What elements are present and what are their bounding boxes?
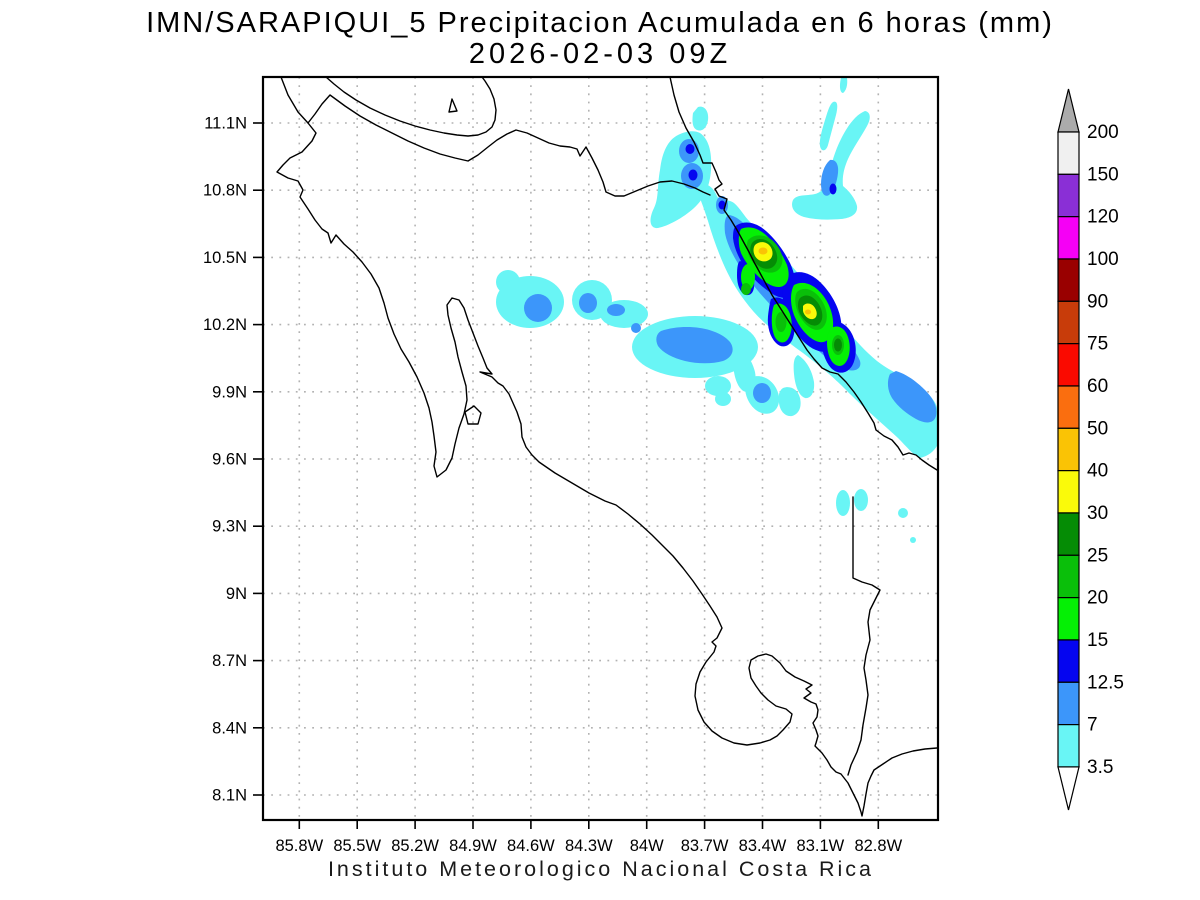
pacific-coastline — [276, 77, 938, 817]
colorbar-cell — [1057, 639, 1080, 683]
colorbar-tick-label: 12.5 — [1087, 672, 1124, 693]
x-tick-label: 84.9W — [449, 837, 497, 855]
footer-caption: Instituto Meteorologico Nacional Costa R… — [328, 857, 874, 881]
x-tick-label: 85.8W — [275, 837, 323, 855]
y-tick-label: 10.5N — [203, 249, 247, 267]
colorbar-tick-label: 3.5 — [1087, 757, 1113, 778]
y-tick-label: 9.6N — [212, 451, 247, 469]
lake-nicaragua-shore — [325, 77, 497, 137]
colorbar-tick-label: 90 — [1087, 291, 1108, 312]
colorbar-cell — [1057, 512, 1080, 556]
gulf-island — [464, 405, 482, 425]
colorbar-tick-label: 120 — [1087, 207, 1119, 228]
colorbar-over-arrow — [1057, 88, 1080, 133]
x-tick-label: 82.8W — [854, 837, 902, 855]
x-tick-label: 83.1W — [797, 837, 845, 855]
colorbar-legend: 200 150 120 100 90 75 60 50 40 30 25 20 15 12.5 7 3.5 — [1057, 88, 1124, 811]
page-title: IMN/SARAPIQUI_5 Precipitacion Acumulada … — [146, 7, 1054, 39]
colorbar-tick-label: 7 — [1087, 715, 1098, 736]
colorbar-cell — [1057, 724, 1080, 768]
lake-island — [448, 98, 458, 113]
colorbar-tick-label: 25 — [1087, 545, 1108, 566]
coastline-group — [276, 77, 938, 817]
x-tick-label: 83.7W — [681, 837, 729, 855]
page-subtitle-datetime: 2026-02-03 09Z — [469, 38, 731, 70]
colorbar-under-arrow — [1057, 766, 1080, 811]
map-frame — [261, 75, 940, 822]
precip-layer-40mm — [758, 247, 811, 315]
colorbar-cell — [1057, 131, 1080, 175]
y-tick-label: 9.9N — [212, 383, 247, 401]
y-tick-label: 8.4N — [212, 719, 247, 737]
colorbar-cell — [1057, 427, 1080, 472]
colorbar-cell — [1057, 681, 1080, 726]
y-tick-label: 8.7N — [212, 652, 247, 670]
colorbar-tick-label: 40 — [1087, 461, 1108, 482]
colorbar-tick-label: 100 — [1087, 249, 1119, 270]
colorbar-cell — [1057, 300, 1080, 345]
colorbar-cell — [1057, 554, 1080, 599]
x-tick-label: 84.6W — [507, 837, 555, 855]
colorbar-tick-label: 20 — [1087, 588, 1108, 609]
colorbar-cell — [1057, 470, 1080, 514]
map-content — [276, 77, 938, 817]
y-tick-label: 9N — [226, 585, 247, 603]
y-tick-label: 9.3N — [212, 518, 247, 536]
y-tick-label: 10.8N — [203, 182, 247, 200]
y-tick-label: 8.1N — [212, 787, 247, 805]
x-tick-label: 85.2W — [391, 837, 439, 855]
colorbar-cell — [1057, 343, 1080, 387]
colorbar-cell — [1057, 216, 1080, 260]
y-tick-label: 11.1N — [204, 115, 247, 133]
colorbar-tick-label: 50 — [1087, 418, 1108, 439]
colorbar-cell — [1057, 258, 1080, 302]
colorbar-cell — [1057, 173, 1080, 218]
axes: 85.8W 85.5W 85.2W 84.9W 84.6W 84.3W 84W 83.7W 83… — [203, 115, 903, 856]
colorbar-tick-label: 200 — [1087, 122, 1119, 143]
colorbar-tick-label: 15 — [1087, 630, 1108, 651]
nicaragua-border-line — [307, 94, 711, 197]
x-tick-label: 84W — [630, 837, 664, 855]
caribbean-coastline — [669, 77, 938, 471]
colorbar-tick-label: 60 — [1087, 376, 1108, 397]
x-tick-label: 84.3W — [565, 837, 613, 855]
colorbar-tick-label: 150 — [1087, 164, 1119, 185]
colorbar-tick-label: 30 — [1087, 503, 1108, 524]
x-tick-label: 85.5W — [333, 837, 381, 855]
x-tick-label: 83.4W — [739, 837, 787, 855]
colorbar-cell — [1057, 597, 1080, 641]
colorbar-tick-label: 75 — [1087, 334, 1108, 355]
panama-border-line — [847, 496, 881, 776]
colorbar-cell — [1057, 385, 1080, 429]
precip-layer-3_5mm — [496, 78, 938, 543]
y-tick-label: 10.2N — [203, 316, 247, 334]
